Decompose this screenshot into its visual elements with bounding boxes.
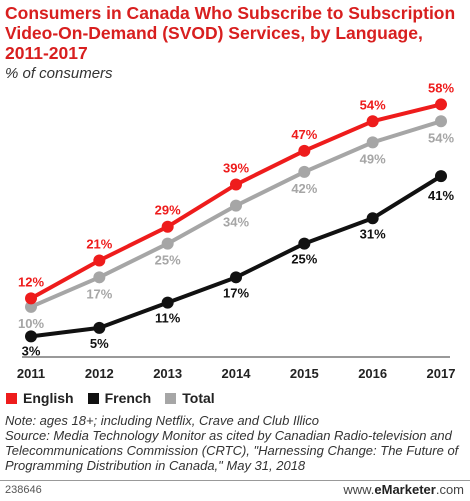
data-point-total <box>230 199 242 212</box>
chart-id: 238646 <box>5 484 42 496</box>
x-tick-label: 2017 <box>427 366 456 381</box>
x-tick-label: 2016 <box>358 366 387 381</box>
data-label-total: 25% <box>155 253 181 268</box>
data-point-english <box>298 144 311 157</box>
chart-title: Consumers in Canada Who Subscribe to Sub… <box>5 3 456 63</box>
data-label-french: 25% <box>291 252 317 267</box>
legend-label-french: French <box>104 390 152 406</box>
data-label-english: 39% <box>223 161 249 176</box>
data-label-total: 54% <box>428 130 454 145</box>
data-point-english <box>161 220 174 233</box>
data-point-english <box>435 98 447 111</box>
legend-item-english: English <box>6 390 74 406</box>
data-point-french <box>435 170 447 183</box>
x-tick-label: 2015 <box>290 366 319 381</box>
data-label-french: 41% <box>428 188 454 203</box>
data-label-english: 12% <box>18 274 44 289</box>
data-label-french: 11% <box>155 311 181 326</box>
legend-label-total: Total <box>182 390 215 406</box>
data-point-french <box>366 212 379 225</box>
note-text: Note: ages 18+; including Netflix, Crave… <box>5 413 319 428</box>
data-label-english: 58% <box>428 80 454 95</box>
data-point-french <box>298 237 311 250</box>
data-label-english: 47% <box>291 127 317 142</box>
data-point-total <box>161 237 174 250</box>
x-tick-label: 2012 <box>85 366 114 381</box>
data-point-total <box>93 271 106 284</box>
data-point-total <box>25 300 37 313</box>
legend-item-french: French <box>87 390 152 406</box>
data-label-total: 34% <box>223 215 249 230</box>
data-label-total: 17% <box>86 286 112 301</box>
data-point-total <box>366 136 379 149</box>
data-label-french: 5% <box>90 336 109 351</box>
data-label-total: 42% <box>291 181 317 196</box>
data-label-total: 49% <box>360 151 386 166</box>
data-point-english <box>366 115 379 128</box>
x-tick-label: 2011 <box>17 366 45 381</box>
x-tick-label: 2014 <box>222 366 252 381</box>
legend-item-total: Total <box>165 390 215 406</box>
data-label-english: 21% <box>86 236 112 251</box>
source-text: Source: Media Technology Monitor as cite… <box>5 428 459 473</box>
data-label-french: 17% <box>223 285 249 300</box>
data-point-english <box>230 178 242 191</box>
data-point-french <box>161 296 174 309</box>
data-point-french <box>93 321 106 334</box>
line-chart: 2011 2012 2013 2014 2015 2016 2017 12% 21% 29% 39%… <box>17 80 456 381</box>
footer-divider <box>0 480 470 481</box>
data-point-french <box>230 271 242 284</box>
chart-notes: Note: ages 18+; including Netflix, Crave… <box>5 413 467 473</box>
data-point-french <box>25 330 37 343</box>
brand-name: eMarketer <box>374 482 436 497</box>
x-tick-label: 2013 <box>153 366 182 381</box>
data-label-english: 29% <box>155 203 181 218</box>
legend-label-english: English <box>23 390 74 406</box>
data-label-french: 3% <box>22 343 41 358</box>
brand-suffix: .com <box>435 482 464 497</box>
data-label-total: 10% <box>18 316 44 331</box>
legend-swatch-total <box>165 392 177 404</box>
data-label-french: 31% <box>360 226 386 241</box>
legend-swatch-english <box>6 392 17 404</box>
legend-swatch-french <box>87 392 99 404</box>
brand-prefix: www. <box>343 482 375 497</box>
data-point-english <box>25 292 37 305</box>
data-point-english <box>93 254 106 267</box>
data-point-total <box>435 115 447 128</box>
chart-subtitle: % of consumers <box>5 65 113 82</box>
data-label-english: 54% <box>360 97 386 112</box>
brand-link[interactable]: www.eMarketer.com <box>343 482 464 497</box>
data-point-total <box>298 165 311 178</box>
legend: English French Total <box>6 390 229 406</box>
